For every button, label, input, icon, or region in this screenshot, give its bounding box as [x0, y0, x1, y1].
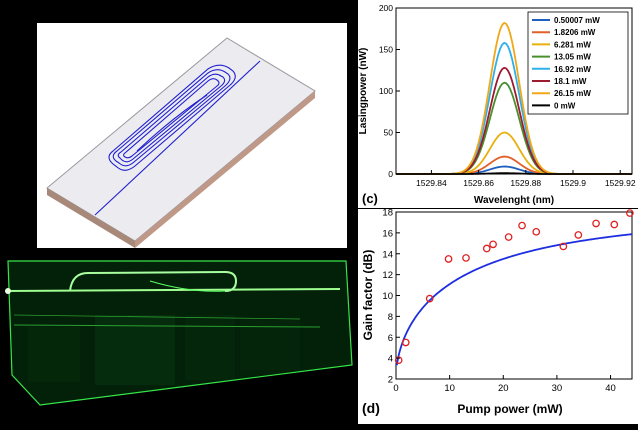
data-point: [482, 244, 491, 253]
y-tick-label: 150: [379, 45, 393, 55]
x-axis-label-d: Pump power (mW): [457, 402, 562, 416]
panel-label-d: (d): [362, 400, 380, 416]
x-tick-label: 1529.92: [605, 178, 636, 188]
y-axis-label-d: Gain factor (dB): [361, 250, 375, 341]
x-tick-label: 0: [393, 383, 398, 394]
data-point: [462, 254, 470, 262]
y-tick-label: 14: [382, 249, 393, 260]
legend-box: [527, 11, 629, 115]
x-tick-label: 1529.86: [463, 178, 494, 188]
data-point: [401, 338, 410, 347]
legend-label: 6.281 mW: [554, 40, 591, 49]
legend-label: 16.92 mW: [554, 65, 591, 74]
data-point: [504, 233, 513, 241]
waveguide-spiral: [94, 60, 261, 216]
legend-label: 1.8206 mW: [554, 28, 596, 37]
data-point: [518, 221, 526, 230]
lasing-spectrum-chart: 1529.84 1529.86 1529.88 1529.9 1529.92 0 50 100…: [358, 0, 638, 208]
device-3d-schematic: [37, 23, 347, 248]
x-tick-label: 40: [605, 383, 616, 394]
legend-label: 18.1 mW: [554, 77, 587, 86]
legend: 0.50007 mW 1.8206 mW 6.281 mW 13.05 mW 16.92…: [532, 16, 600, 110]
gain-factor-chart: 0 10 20 30 40 2 4 6 8 10 12 14 16 18 Gain factor (dB)…: [358, 208, 638, 424]
legend-label: 13.05 mW: [554, 53, 591, 62]
lasing-spectrum-svg: 1529.84 1529.86 1529.88 1529.9 1529.92 0 50 100…: [358, 3, 636, 206]
data-point: [444, 255, 453, 263]
y-tick-label: 200: [379, 3, 393, 13]
y-tick-label: 18: [382, 209, 393, 219]
tick-group: 1529.84 1529.86 1529.88 1529.9 1529.92 0 50 100…: [379, 3, 636, 188]
y-axis-label: Lasingpower (nW): [358, 48, 369, 135]
x-tick-label: 1529.88: [510, 178, 541, 188]
data-point: [425, 294, 434, 303]
data-point: [489, 240, 497, 249]
y-tick-label: 0: [388, 169, 393, 179]
gain-factor-svg: 0 10 20 30 40 2 4 6 8 10 12 14 16 18 Gain factor (dB)…: [361, 208, 634, 416]
y-tick-label: 2: [388, 375, 393, 386]
chip-drawing: [46, 37, 316, 248]
data-point: [610, 220, 619, 229]
x-tick-label: 10: [444, 383, 455, 394]
x-tick-label: 30: [552, 383, 563, 394]
y-tick-label: 10: [382, 291, 393, 302]
y-tick-label: 8: [388, 312, 393, 323]
series-group: [396, 21, 632, 175]
fit-curve-group: [395, 233, 633, 366]
y-tick-label: 6: [388, 333, 393, 344]
data-point: [574, 231, 583, 239]
y-tick-label: 50: [384, 128, 394, 138]
data-point: [592, 219, 600, 228]
spectrum-line: [396, 172, 632, 175]
y-tick-label: 100: [379, 86, 393, 96]
fluorescence-photo: [0, 255, 358, 424]
x-tick-label: 1529.9: [560, 178, 586, 188]
y-tick-label: 16: [382, 228, 393, 239]
x-axis-label: Wavelenght (nm): [474, 195, 554, 206]
legend-label: 0.50007 mW: [554, 16, 600, 25]
data-point: [559, 242, 568, 251]
data-point: [394, 356, 403, 365]
y-tick-label: 4: [388, 354, 393, 365]
x-tick-label: 1529.84: [416, 178, 447, 188]
fit-curve: [395, 233, 633, 366]
green-chip-photo: [5, 260, 353, 406]
legend-label: 0 mW: [554, 101, 576, 110]
points-group: [394, 209, 634, 365]
tick-group-d: 0 10 20 30 40 2 4 6 8 10 12 14 16 18: [382, 208, 616, 395]
y-tick-label: 12: [382, 270, 393, 281]
data-point: [626, 209, 634, 217]
data-point: [532, 227, 541, 236]
panel-label-c: (c): [362, 191, 378, 206]
legend-label: 26.15 mW: [554, 89, 591, 98]
x-tick-label: 20: [498, 383, 509, 394]
